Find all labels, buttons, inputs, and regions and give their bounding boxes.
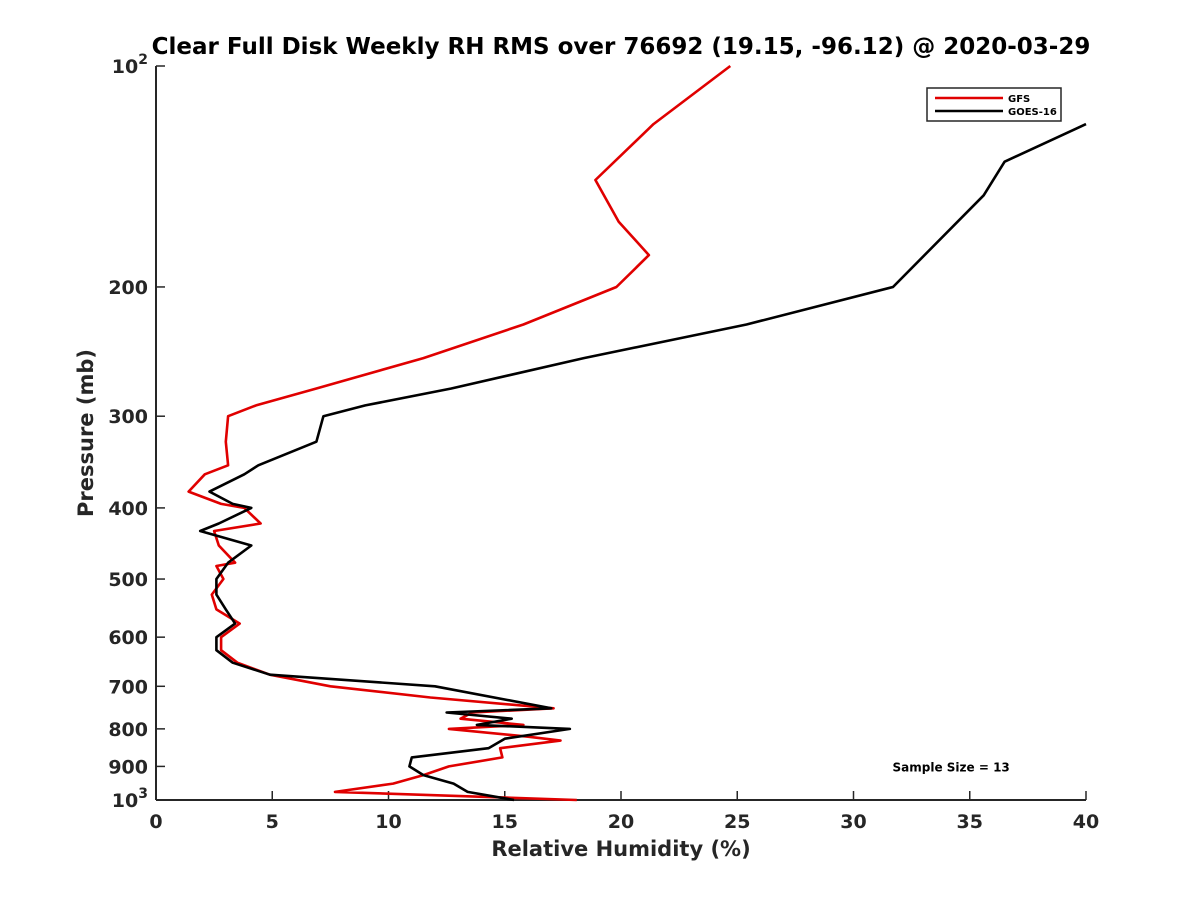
y-tick-label: 900 — [108, 756, 148, 778]
y-tick-label: 103 — [112, 786, 148, 812]
x-tick-label: 0 — [149, 811, 162, 833]
series-layer — [187, 64, 1087, 802]
y-tick-label: 102 — [112, 52, 148, 78]
x-tick-label: 35 — [957, 811, 983, 833]
x-tick-label: 30 — [840, 811, 866, 833]
x-tick-label: 25 — [724, 811, 750, 833]
y-tick-label: 800 — [108, 719, 148, 741]
legend-box — [926, 87, 1062, 122]
x-tick-label: 20 — [608, 811, 634, 833]
plot-frame — [155, 66, 1086, 801]
y-tick-label: 400 — [108, 498, 148, 520]
x-axis-label: Relative Humidity (%) — [491, 837, 750, 861]
legend-label-goes16: GOES-16 — [1008, 107, 1057, 118]
legend: GFS GOES-16 — [926, 87, 1062, 122]
x-tick-label: 40 — [1073, 811, 1099, 833]
x-tick-label: 10 — [375, 811, 401, 833]
y-tick-label: 300 — [108, 406, 148, 428]
y-tick-label: 200 — [108, 277, 148, 299]
sample-size-annotation: Sample Size = 13 — [893, 760, 1010, 774]
y-ticks: 102 200 300 400 500 600 700 800 900 103 — [108, 52, 165, 812]
legend-label-gfs: GFS — [1008, 94, 1030, 105]
y-tick-label: 700 — [108, 676, 148, 698]
y-axis-label: Pressure (mb) — [74, 349, 98, 517]
chart-title: Clear Full Disk Weekly RH RMS over 76692… — [152, 34, 1091, 60]
series-line-goes-16 — [198, 122, 1087, 802]
x-ticks: 0 5 10 15 20 25 30 35 40 — [149, 791, 1099, 833]
x-tick-label: 15 — [492, 811, 518, 833]
x-tick-label: 5 — [266, 811, 279, 833]
y-tick-label: 600 — [108, 627, 148, 649]
y-tick-label: 500 — [108, 569, 148, 591]
